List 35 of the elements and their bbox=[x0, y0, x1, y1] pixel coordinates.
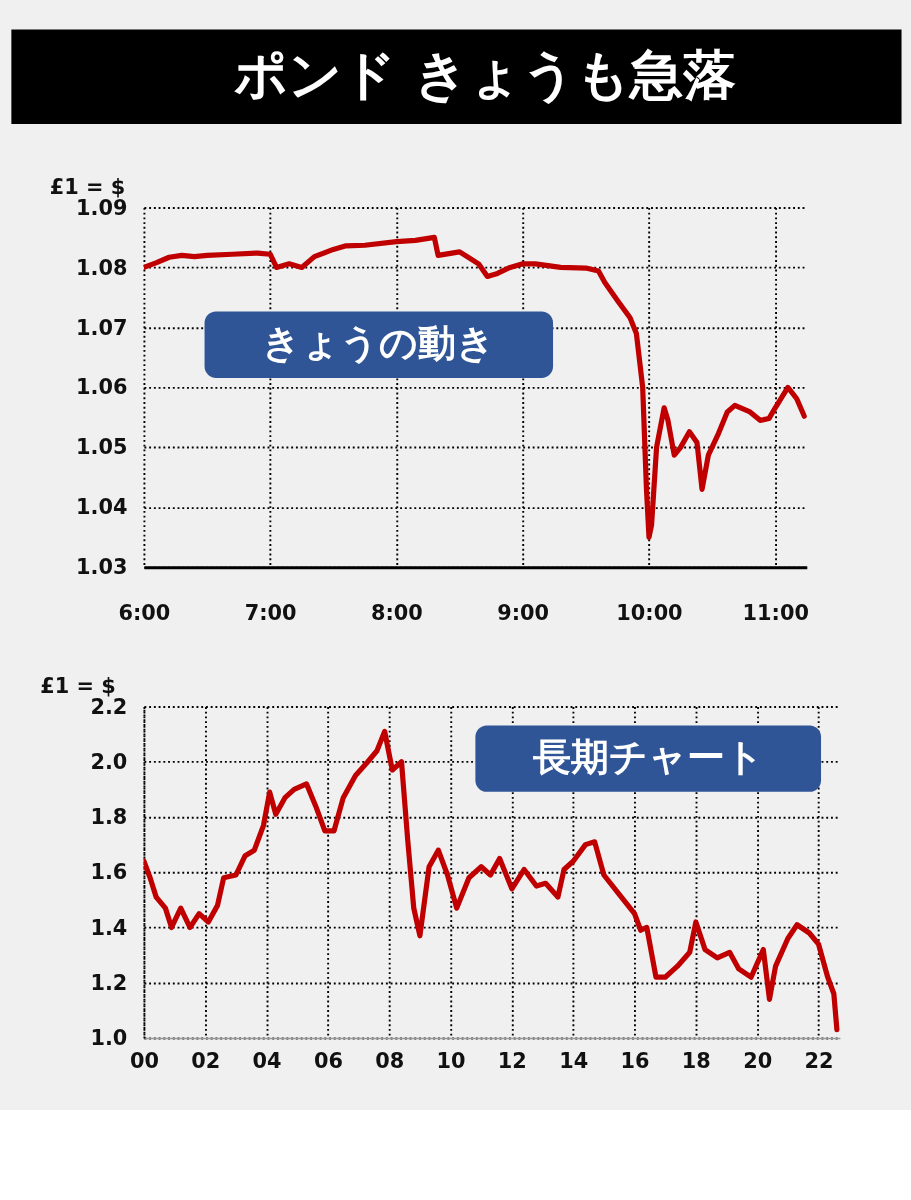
y-tick-label: 1.8 bbox=[90, 805, 128, 830]
chart-title: ポンド きょうも急落 bbox=[233, 43, 737, 106]
x-tick-label: 00 bbox=[129, 1048, 159, 1073]
y-tick-label: 2.0 bbox=[90, 749, 128, 774]
y-tick-label: 1.05 bbox=[75, 435, 128, 460]
y-tick-label: 1.04 bbox=[75, 495, 128, 520]
x-tick-label: 11:00 bbox=[742, 600, 809, 625]
x-tick-label: 12 bbox=[497, 1048, 527, 1073]
x-tick-label: 08 bbox=[375, 1048, 405, 1073]
x-tick-label: 8:00 bbox=[371, 600, 423, 625]
x-tick-label: 06 bbox=[313, 1048, 343, 1073]
y-axis-title: £1 = $ bbox=[40, 673, 116, 698]
x-tick-label: 18 bbox=[681, 1048, 711, 1073]
y-tick-label: 1.03 bbox=[75, 555, 128, 580]
x-tick-label: 16 bbox=[620, 1048, 650, 1073]
x-tick-label: 9:00 bbox=[497, 600, 550, 625]
y-tick-label: 1.0 bbox=[90, 1026, 128, 1051]
x-tick-label: 10:00 bbox=[616, 600, 683, 625]
x-tick-label: 10 bbox=[436, 1048, 466, 1073]
x-tick-label: 14 bbox=[559, 1048, 589, 1073]
x-tick-label: 02 bbox=[191, 1048, 221, 1073]
annotation: きょうの動き bbox=[262, 321, 496, 366]
x-tick-label: 22 bbox=[804, 1048, 834, 1073]
x-tick-label: 04 bbox=[252, 1048, 282, 1073]
y-tick-label: 1.2 bbox=[90, 970, 128, 995]
y-tick-label: 1.07 bbox=[75, 315, 128, 340]
y-tick-label: 1.06 bbox=[75, 375, 128, 400]
y-axis-title: £1 = $ bbox=[49, 174, 126, 199]
x-tick-label: 7:00 bbox=[244, 600, 297, 625]
x-tick-label: 20 bbox=[743, 1048, 773, 1073]
y-tick-label: 1.08 bbox=[75, 255, 128, 280]
y-tick-label: 1.4 bbox=[90, 915, 128, 940]
x-tick-label: 6:00 bbox=[118, 600, 171, 625]
y-tick-label: 1.6 bbox=[90, 860, 128, 885]
annotation: 長期チャート bbox=[531, 734, 764, 779]
